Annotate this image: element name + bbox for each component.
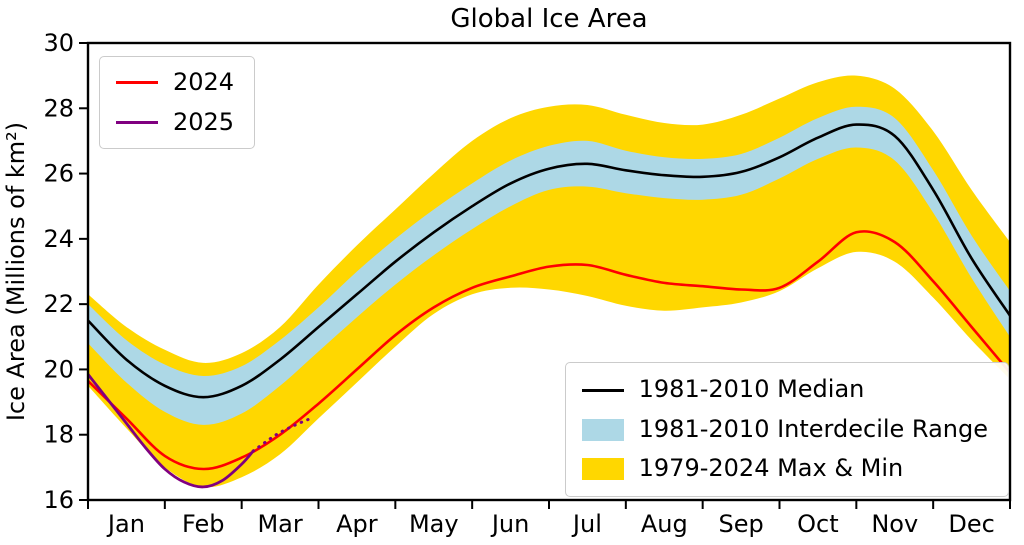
x-tick-label: Apr [336,510,378,538]
legend-label-2025: 2025 [173,107,235,136]
x-tick-label: Jul [571,510,602,538]
plot-area [88,75,1010,489]
legend-entry-interdecile: 1981-2010 Interdecile Range [581,414,988,444]
x-tick-label: Aug [641,510,688,538]
legend-years: 2024 2025 [99,56,256,150]
y-tick-label: 22 [43,290,74,318]
legend-label-interdecile: 1981-2010 Interdecile Range [638,414,988,443]
legend-interdecile-patch-swatch [581,418,624,441]
legend-entry-maxmin: 1979-2024 Max & Min [581,454,988,483]
legend-maxmin-patch-swatch [581,458,624,481]
legend-line-2024-swatch [116,81,158,85]
x-tick-label: Oct [797,510,839,538]
legend-label-2024: 2024 [173,68,235,96]
y-axis-label: Ice Area (Millions of km²) [2,122,30,421]
x-tick-label: Feb [182,510,225,538]
y-tick-label: 16 [43,486,74,514]
x-tick-label: Jan [106,510,145,538]
y-tick-label: 20 [43,355,74,383]
legend-line-2025-swatch [116,120,158,124]
x-tick-label: May [409,510,459,538]
y-tick-label: 26 [43,160,74,188]
y-tick-label: 18 [43,421,74,449]
x-tick-label: Jun [490,510,530,538]
y-tick-label: 30 [43,29,74,57]
legend-median-line-swatch [581,388,624,392]
legend-climatology: 1981-2010 Median 1981-2010 Interdecile R… [564,362,1009,497]
plot-border [86,41,1012,502]
legend-label-median: 1981-2010 Median [638,375,865,404]
x-tick-label: Nov [871,510,918,538]
interdecile-band [88,106,1010,425]
legend-label-maxmin: 1979-2024 Max & Min [638,454,904,483]
line-2025-dotted [251,416,313,453]
x-tick-label: Sep [718,510,763,538]
y-tick-label: 24 [43,225,74,253]
x-tick-label: Dec [948,510,994,538]
median-line [88,123,1010,399]
y-tick-label: 28 [43,94,74,122]
legend-entry-2024: 2024 [116,68,235,97]
line-2024 [88,230,1010,471]
x-tick-label: Mar [257,510,302,538]
line-2025-solid [88,372,255,489]
legend-entry-median: 1981-2010 Median [581,375,988,404]
chart-title: Global Ice Area [450,4,647,34]
legend-entry-2025: 2025 [116,107,235,137]
